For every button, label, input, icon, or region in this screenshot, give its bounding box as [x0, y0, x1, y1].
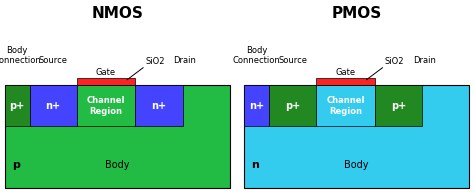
Bar — [269, 85, 316, 126]
Bar — [374, 85, 422, 126]
Bar — [77, 78, 136, 85]
Text: n: n — [251, 160, 259, 170]
Text: Body: Body — [345, 160, 369, 170]
Text: Drain: Drain — [413, 56, 436, 65]
Text: Gate: Gate — [96, 68, 116, 77]
Text: Channel
Region: Channel Region — [326, 96, 365, 116]
Bar — [136, 85, 182, 126]
Bar — [244, 85, 269, 126]
Text: p+: p+ — [391, 101, 406, 111]
Text: NMOS: NMOS — [91, 6, 143, 21]
Text: n+: n+ — [249, 101, 264, 111]
Text: Source: Source — [278, 56, 307, 65]
Text: p: p — [12, 160, 20, 170]
Bar — [29, 85, 77, 126]
Text: Channel
Region: Channel Region — [87, 96, 125, 116]
Text: PMOS: PMOS — [331, 6, 382, 21]
Text: p+: p+ — [9, 101, 25, 111]
Text: Drain: Drain — [173, 56, 196, 65]
Text: Body
Connection: Body Connection — [233, 46, 280, 65]
Bar — [5, 85, 29, 126]
Text: n+: n+ — [46, 101, 61, 111]
Text: SiO2: SiO2 — [385, 57, 404, 66]
Text: Body: Body — [105, 160, 129, 170]
Bar — [316, 85, 374, 126]
Bar — [5, 85, 230, 188]
Bar — [77, 85, 136, 126]
Bar — [244, 85, 469, 188]
Text: p+: p+ — [285, 101, 300, 111]
Text: Gate: Gate — [336, 68, 356, 77]
Text: SiO2: SiO2 — [146, 57, 165, 66]
Text: Body
Connection: Body Connection — [0, 46, 41, 65]
Text: Source: Source — [39, 56, 68, 65]
Bar — [316, 78, 374, 85]
Text: n+: n+ — [151, 101, 166, 111]
